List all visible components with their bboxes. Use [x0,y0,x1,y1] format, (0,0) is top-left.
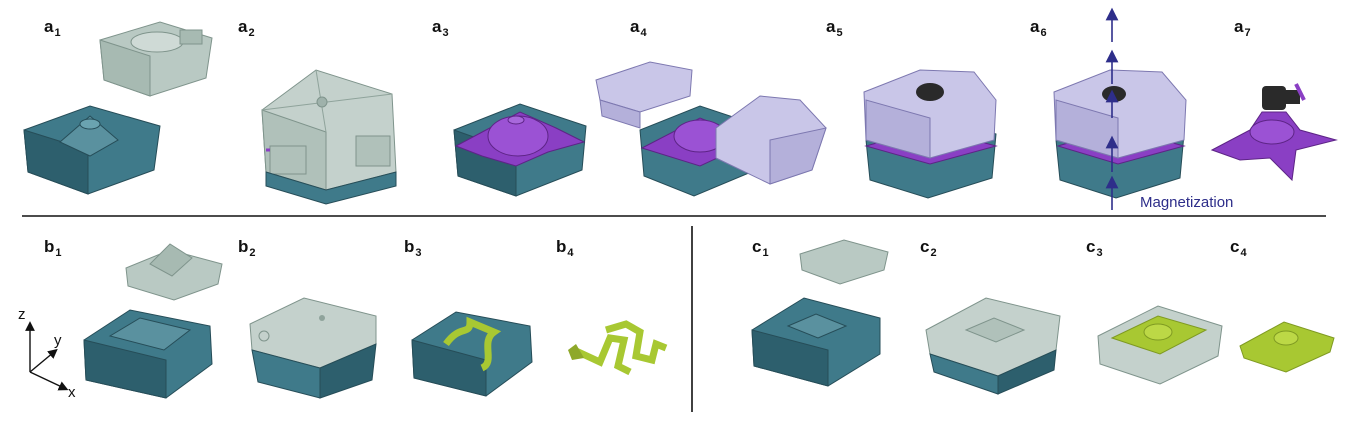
b2-closed-mold [249,297,377,399]
label-c2: c2 [920,237,937,259]
label-a2: a2 [238,17,255,39]
axis-label-z: z [18,306,26,323]
label-a3: a3 [432,17,449,39]
b3-mold-with-lime-part [411,311,533,397]
label-b3: b3 [404,237,422,259]
a6-magnetization-assembly [1053,69,1187,199]
label-c1: c1 [752,237,769,259]
a1-bottom-mold-teal [23,105,161,195]
b1-top-and-bottom-mold [83,243,223,399]
axis-label-x: x [68,384,76,401]
a4-lavender-parts-and-mold [595,61,827,197]
label-a1: a1 [44,17,61,39]
a3-purple-layer-on-mold [453,103,587,197]
label-b2: b2 [238,237,256,259]
label-a7: a7 [1234,17,1251,39]
label-a4: a4 [630,17,647,39]
label-a5: a5 [826,17,843,39]
c1-top-and-bottom-mold [751,239,889,387]
a2-assembled-mold [261,69,397,205]
label-a6: a6 [1030,17,1047,39]
a1-top-mold-translucent [99,21,213,97]
label-b4: b4 [556,237,574,259]
a7-final-purple-actuator [1210,83,1338,182]
axis-triad [25,321,69,391]
label-c4: c4 [1230,237,1247,259]
axis-label-y: y [54,332,62,349]
c3-translucent-with-lime [1097,305,1223,385]
c2-closed-mold [925,297,1061,395]
magnetization-label: Magnetization [1140,194,1234,211]
a5-assembled-with-black-part [863,69,998,199]
b4-lime-part [568,320,668,376]
label-b1: b1 [44,237,62,259]
label-c3: c3 [1086,237,1103,259]
c4-lime-part [1239,321,1335,373]
